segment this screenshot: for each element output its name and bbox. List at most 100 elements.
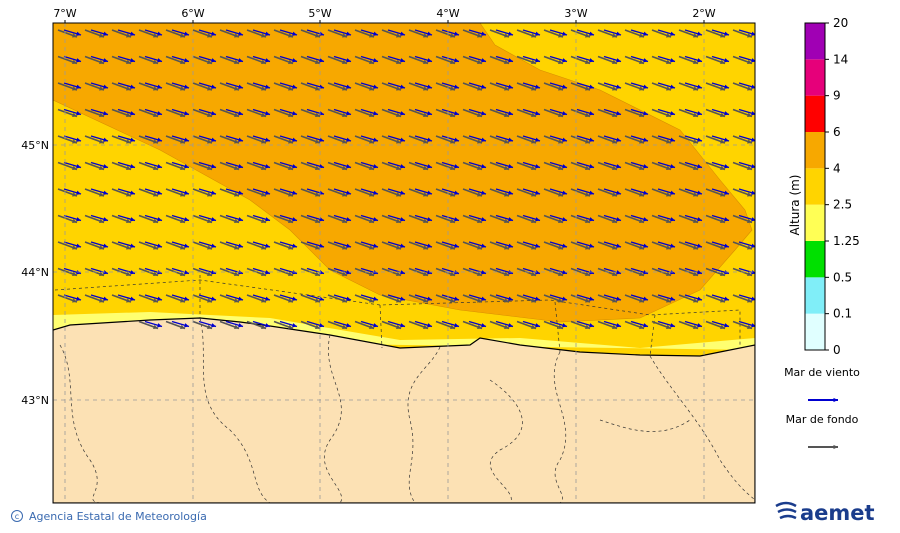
arrow-head [103,137,108,142]
arrow-head [72,218,77,223]
arrow-head [508,323,513,328]
arrow-head [508,137,513,142]
arrow-head [508,84,513,89]
arrow-head [238,217,243,222]
colorbar-bin [805,168,825,205]
arrow-head [130,243,135,248]
colorbar-bin [805,241,825,278]
arrow-head [288,165,293,170]
arrow-head [670,323,675,328]
arrow-head [369,298,374,303]
arrow-head [346,323,351,328]
arrow-head [612,192,617,197]
arrow-head [481,84,486,89]
arrow-head [504,139,509,144]
arrow-head [477,139,482,144]
map-frame [52,22,756,504]
arrow-head [697,243,702,248]
arrow-head [423,298,428,303]
arrow-head [558,33,563,38]
arrow-head [99,33,104,38]
arrow-head [261,112,266,117]
arrow-head [261,59,266,64]
arrow-head [720,112,725,117]
arrow-head [184,31,189,36]
arrow-head [477,165,482,170]
arrow-head [265,84,270,89]
arrow-head [508,243,513,248]
arrow-head [396,324,401,329]
arrow-head [153,192,158,197]
colorbar-bin [805,59,825,96]
arrow-head [207,245,212,250]
arrow-head [450,324,455,329]
arrow-head [535,84,540,89]
arrow-head [342,298,347,303]
arrow-head [261,165,266,170]
arrow-head [315,33,320,38]
arrow-head [427,243,432,248]
arrow-head [261,245,266,250]
arrow-head [454,111,459,116]
arrow-head [666,192,671,197]
arrow-head [693,271,698,276]
arrow-head [558,271,563,276]
arrow-head [670,217,675,222]
arrow-head [130,137,135,142]
arrow-head [639,33,644,38]
arrow-head [292,296,297,301]
arrow-head [450,245,455,250]
arrow-head [639,271,644,276]
arrow-head [76,190,81,195]
arrow-head [477,271,482,276]
arrow-head [558,139,563,144]
arrow-head [562,31,567,36]
arrow-head [99,192,104,197]
arrow-head [153,218,158,223]
arrow-head [211,217,216,222]
colorbar-label: 14 [833,52,848,66]
arrow-head [724,31,729,36]
arrow-head [396,139,401,144]
arrow-head [747,165,752,170]
arrow-head [720,86,725,91]
colorbar-label: 6 [833,125,841,139]
arrow-head [373,31,378,36]
arrow-head [720,165,725,170]
arrow-head [666,59,671,64]
arrow-head [126,192,131,197]
arrow-head [508,296,513,301]
arrow-head [639,139,644,144]
arrow-head [153,324,158,329]
arrow-head [589,111,594,116]
arrow-head [211,58,216,63]
arrow-head [292,84,297,89]
legend-label: Mar de viento [784,366,860,379]
arrow-head [666,271,671,276]
colorbar-bin [805,23,825,60]
arrow-head [234,33,239,38]
arrow-head [585,112,590,117]
arrow-head [616,84,621,89]
arrow-head [751,270,755,275]
arrow-head [180,139,185,144]
colorbar: 0 0.1 0.5 1.25 2.5 4 6 9 14 20 [804,16,860,357]
arrow-head [585,298,590,303]
arrow-head [454,164,459,169]
colorbar-bin [805,204,825,241]
arrow-head [666,165,671,170]
colorbar-bin [805,313,825,350]
arrow-head [670,164,675,169]
arrow-head [720,298,725,303]
arrow-head [373,58,378,63]
arrow-head [693,324,698,329]
arrow-head [670,31,675,36]
arrow-head [612,33,617,38]
arrow-head [751,84,755,89]
arrow-head [315,245,320,250]
arrow-head [616,190,621,195]
arrow-head [72,139,77,144]
arrow-head [130,190,135,195]
arrow-head [373,190,378,195]
arrow-head [535,164,540,169]
